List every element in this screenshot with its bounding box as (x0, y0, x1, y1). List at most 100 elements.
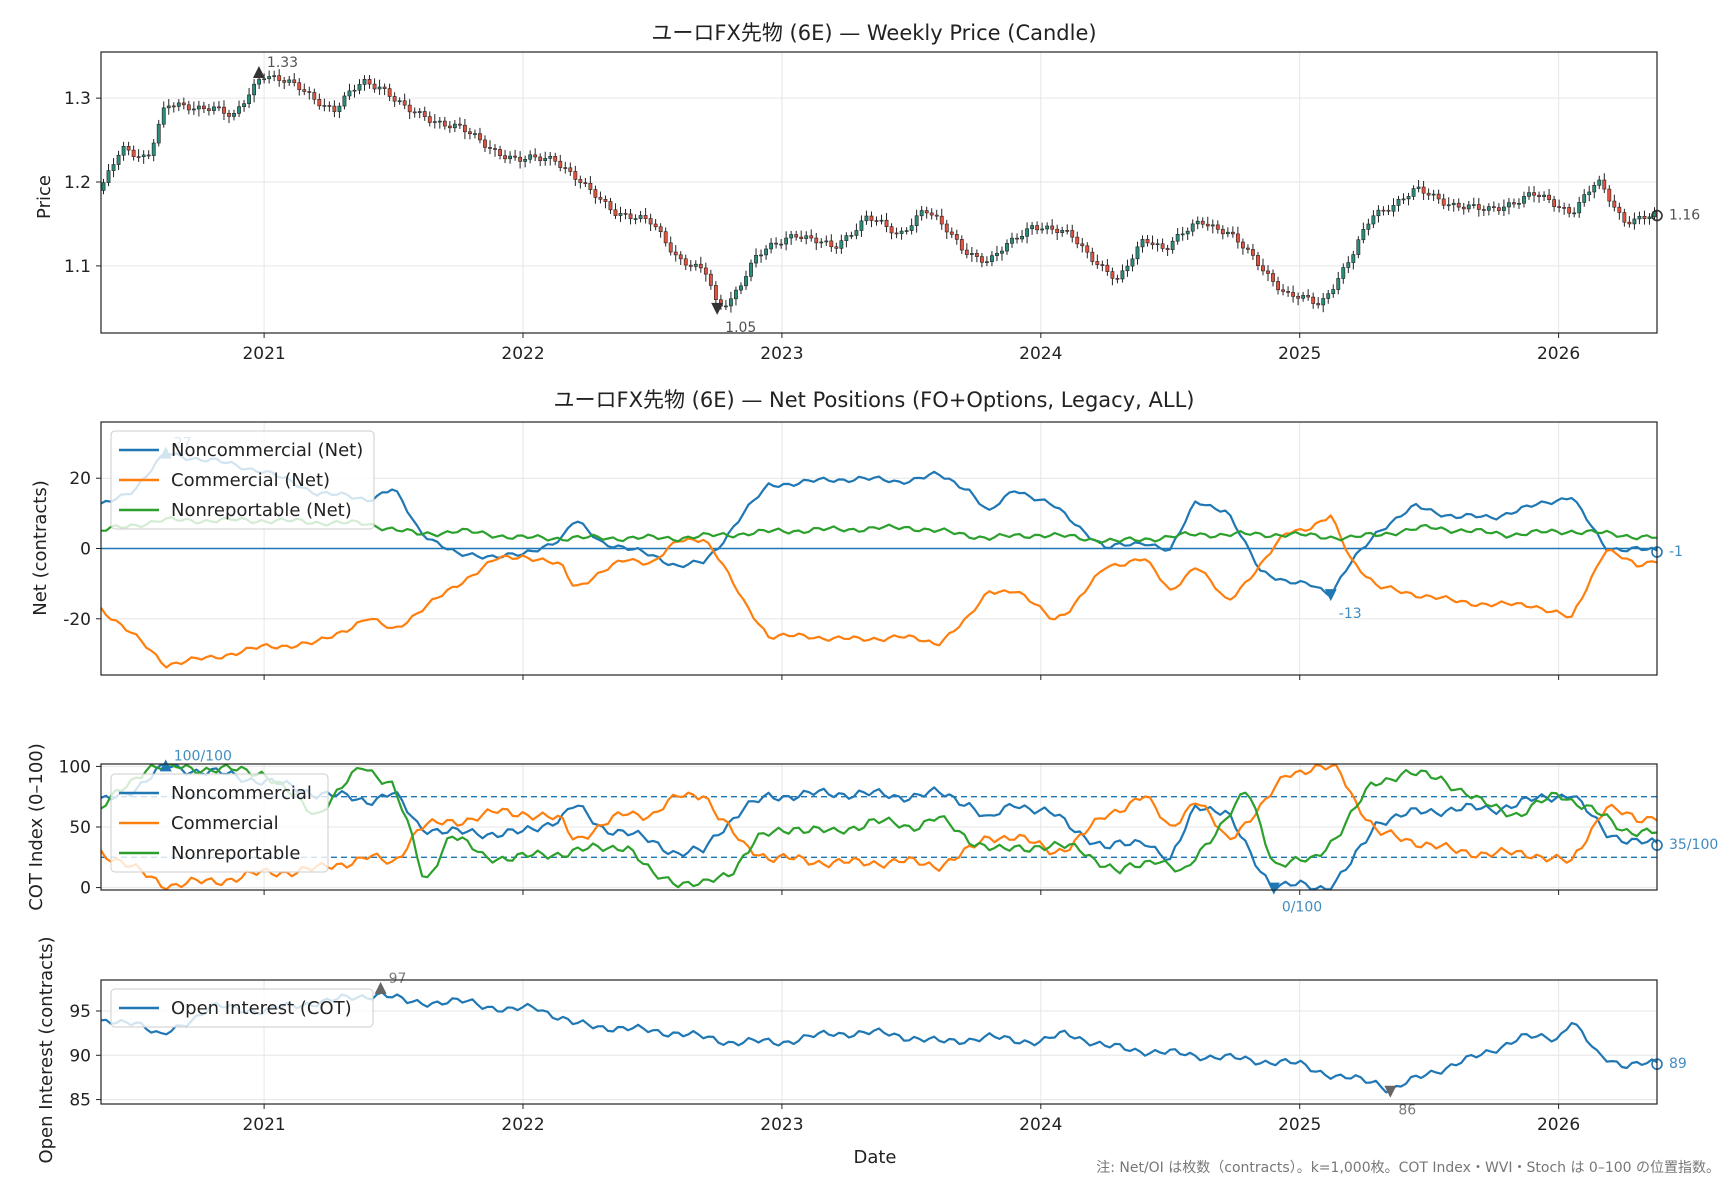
candle-body (1366, 223, 1371, 230)
candle-body (242, 103, 246, 107)
candle-body (1060, 230, 1065, 233)
x-axis-label-date: Date (853, 1147, 896, 1168)
candle-body (523, 158, 528, 162)
candle-body (392, 96, 397, 102)
candle-body (1230, 231, 1235, 235)
candle-body (1632, 218, 1637, 225)
candle-body (1085, 245, 1090, 253)
candle-body (1145, 239, 1150, 244)
candle-body (919, 210, 924, 217)
candle-body (488, 147, 492, 149)
candle-body (387, 88, 392, 97)
candle-body (1105, 264, 1110, 272)
candle-body (969, 253, 974, 255)
candle-body (558, 160, 563, 168)
candle-body (196, 105, 201, 110)
candle-body (357, 84, 362, 91)
candle-body (1190, 223, 1195, 232)
y-tick-label: 50 (69, 818, 91, 838)
candle-body (934, 214, 939, 217)
candle-body (990, 255, 994, 262)
candle-body (1220, 228, 1225, 235)
series-line (100, 763, 1658, 891)
candle-body (1070, 230, 1075, 238)
candle-body (146, 154, 151, 157)
candle-body (106, 170, 111, 183)
candle-body (417, 111, 422, 113)
candle-body (1120, 270, 1125, 280)
candle-body (1165, 248, 1170, 250)
candle-body (1411, 188, 1416, 197)
legend-label: Nonreportable (171, 843, 300, 864)
candle-body (1110, 271, 1115, 279)
candle-body (1100, 264, 1105, 266)
candle-body (1050, 225, 1055, 230)
marker-up (252, 65, 265, 78)
candle-body (1471, 204, 1476, 206)
candle-body (457, 123, 462, 126)
candle-body (1466, 204, 1471, 210)
candle-body (1235, 233, 1240, 243)
candle-body (939, 215, 944, 225)
candle-body (663, 231, 668, 244)
candle-body (1075, 236, 1080, 245)
candle-body (759, 254, 763, 257)
candle-body (1517, 202, 1521, 205)
candle-body (452, 123, 457, 129)
candle-body (1496, 207, 1501, 211)
candle-body (302, 89, 307, 92)
candle-body (292, 79, 297, 84)
candle-body (257, 78, 262, 85)
x-tick-label: 2025 (1278, 344, 1321, 364)
candle-body (1346, 262, 1351, 268)
marker-up (159, 759, 172, 772)
candle-body (1647, 216, 1652, 219)
annotation-label: -1 (1669, 544, 1683, 560)
candle-body (929, 212, 934, 216)
candle-body (1592, 185, 1597, 193)
candle-body (799, 236, 804, 239)
candle-body (568, 167, 573, 172)
candle-body (1306, 295, 1311, 298)
candle-body (995, 252, 999, 256)
legend-label: Commercial (Net) (171, 470, 330, 491)
candle-body (643, 215, 648, 219)
candle-body (1115, 277, 1120, 280)
candle-body (1502, 206, 1506, 211)
candle-body (819, 241, 824, 244)
candle-body (844, 235, 849, 241)
candle-body (342, 95, 347, 107)
candle-body (899, 230, 904, 234)
candle-body (924, 210, 929, 214)
candle-body (854, 230, 859, 236)
candle-body (1386, 209, 1391, 212)
candle-body (573, 171, 578, 180)
x-tick-label: 2026 (1537, 1115, 1580, 1135)
candle-body (1271, 273, 1275, 282)
candle-body (1130, 258, 1135, 267)
candle-body (367, 79, 372, 85)
candle-body (1090, 251, 1095, 262)
candle-body (613, 209, 618, 216)
candle-body (1356, 239, 1361, 255)
candle-body (794, 234, 799, 238)
candle-body (437, 120, 442, 123)
candle-body (1582, 194, 1587, 203)
candle-body (974, 253, 979, 257)
candle-body (1095, 261, 1100, 265)
cot-y-axis-label: COT Index (0–100) (26, 743, 47, 911)
candle-body (849, 235, 854, 237)
candle-body (422, 111, 427, 117)
candle-body (412, 111, 417, 114)
candle-body (503, 155, 507, 160)
candle-body (1562, 207, 1567, 209)
candle-body (1291, 292, 1295, 297)
candle-body (1215, 224, 1220, 230)
annotation-label: 97 (389, 971, 407, 987)
candle-body (708, 273, 713, 286)
candle-body (593, 189, 598, 198)
candle-body (272, 75, 277, 77)
candle-body (774, 242, 779, 245)
y-tick-label: 0 (80, 540, 91, 560)
